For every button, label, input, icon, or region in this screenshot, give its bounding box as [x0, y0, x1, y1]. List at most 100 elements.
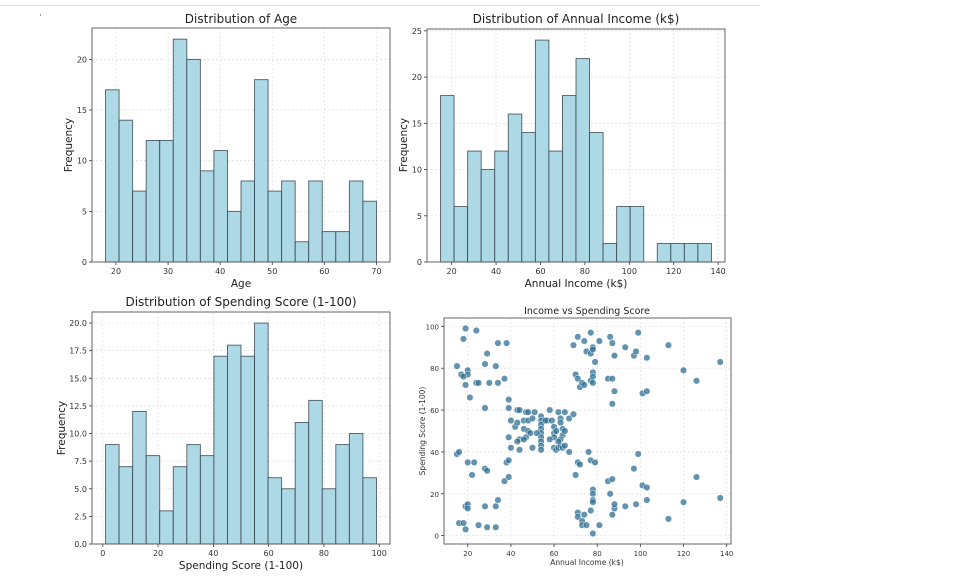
histogram-bar [227, 210, 242, 263]
scatter-point [664, 515, 672, 523]
scatter-point [643, 354, 651, 362]
scatter-point [470, 458, 478, 466]
scatter-point [537, 446, 545, 454]
x-tick-label: 40 [491, 267, 501, 276]
scatter-point [474, 379, 483, 387]
x-tick-label: 50 [267, 267, 277, 276]
histogram-bar [145, 455, 161, 545]
scatter-point [574, 513, 582, 521]
scatter-point [608, 475, 616, 483]
y-tick-label: 7.5 [74, 457, 87, 466]
scatter-point [462, 381, 470, 389]
histogram-bar [440, 95, 455, 263]
chart-title: Distribution of Annual Income (k$) [473, 12, 680, 26]
scatter-point [589, 345, 597, 353]
scatter-point [569, 341, 578, 349]
histogram-bar [267, 477, 283, 545]
histogram-bar [308, 399, 323, 545]
histogram-bar [213, 355, 228, 545]
y-tick-label: 17.5 [69, 347, 87, 356]
y-tick-label: 0 [82, 258, 87, 267]
y-tick-label: 0 [435, 533, 439, 541]
x-tick-label: 40 [208, 549, 218, 558]
cursor-mark [40, 14, 41, 16]
scatter-point [494, 496, 502, 504]
chart-title: Distribution of Spending Score (1-100) [125, 295, 356, 309]
scatter-point [589, 498, 597, 506]
scatter-point [520, 435, 528, 443]
histogram-bar [199, 170, 215, 263]
scatter-point [679, 498, 688, 506]
scatter-point [548, 416, 556, 425]
scatter-point [552, 427, 560, 435]
scatter-point [606, 490, 614, 498]
plot-frame [91, 311, 391, 545]
plot-frame [91, 27, 391, 263]
scatter-point [569, 410, 578, 418]
histogram-bar [213, 150, 228, 263]
scatter-point [587, 506, 595, 515]
y-tick-label: 80 [430, 365, 439, 373]
x-tick-label: 20 [111, 267, 121, 276]
histogram-bar [240, 180, 255, 263]
scatter-point [576, 460, 584, 469]
scatter-point [634, 450, 642, 458]
scatter-point [608, 400, 616, 408]
scatter-point [621, 502, 629, 510]
y-tick-label: 60 [430, 407, 439, 415]
histogram-bar [105, 89, 120, 263]
y-tick-label: 5 [417, 212, 422, 221]
scatter-point [610, 352, 619, 360]
scatter-point [554, 408, 562, 416]
scatter-point [507, 444, 515, 452]
scatter-point [546, 406, 554, 414]
scatter-point [515, 446, 524, 454]
scatter-point [610, 387, 619, 395]
y-tick-label: 25 [412, 27, 422, 36]
scatter-point [468, 471, 476, 479]
scatter-point [481, 404, 489, 412]
scatter-point [591, 358, 599, 366]
histogram-bar [321, 231, 337, 263]
histogram-bar [145, 139, 161, 263]
histogram-bar [548, 150, 563, 263]
histogram-bar [172, 38, 188, 263]
histogram-bar [534, 39, 550, 263]
histogram-bar [494, 150, 509, 263]
histogram-bar [281, 180, 296, 263]
scatter-point [580, 381, 588, 389]
x-tick-label: 80 [319, 549, 329, 558]
histogram-bar [480, 169, 496, 263]
income-vs-spending-scatter: Income vs Spending Score Annual Income (… [418, 306, 733, 567]
scatter-point [507, 416, 515, 425]
scatter-point [474, 521, 483, 529]
x-tick-label: 40 [506, 550, 515, 558]
scatter-point [580, 511, 588, 519]
scatter-point [483, 523, 491, 531]
scatter-point [541, 416, 549, 425]
scatter-point [505, 456, 513, 464]
histogram-bar [335, 231, 350, 263]
histogram-bar [697, 243, 712, 263]
scatter-point [515, 406, 524, 414]
histogram-bar [348, 433, 364, 545]
histogram-bar [629, 206, 645, 263]
scatter-point [610, 500, 619, 508]
x-tick-label: 40 [215, 267, 225, 276]
top-divider [0, 5, 760, 6]
scatter-point [455, 448, 463, 456]
x-axis-label: Annual Income (k$) [525, 278, 628, 290]
y-axis-label: Frequency [63, 118, 75, 172]
scatter-point [513, 437, 521, 446]
spending-histogram: Distribution of Spending Score (1-100) S… [56, 295, 391, 572]
scatter-point [589, 490, 597, 498]
y-tick-label: 15 [77, 106, 87, 115]
histogram-bar [199, 455, 215, 545]
y-tick-label: 100 [426, 323, 439, 331]
scatter-point [643, 387, 651, 395]
histogram-bar [562, 95, 577, 263]
scatter-point [500, 375, 508, 383]
x-tick-label: 140 [710, 267, 725, 276]
scatter-point [462, 324, 470, 333]
